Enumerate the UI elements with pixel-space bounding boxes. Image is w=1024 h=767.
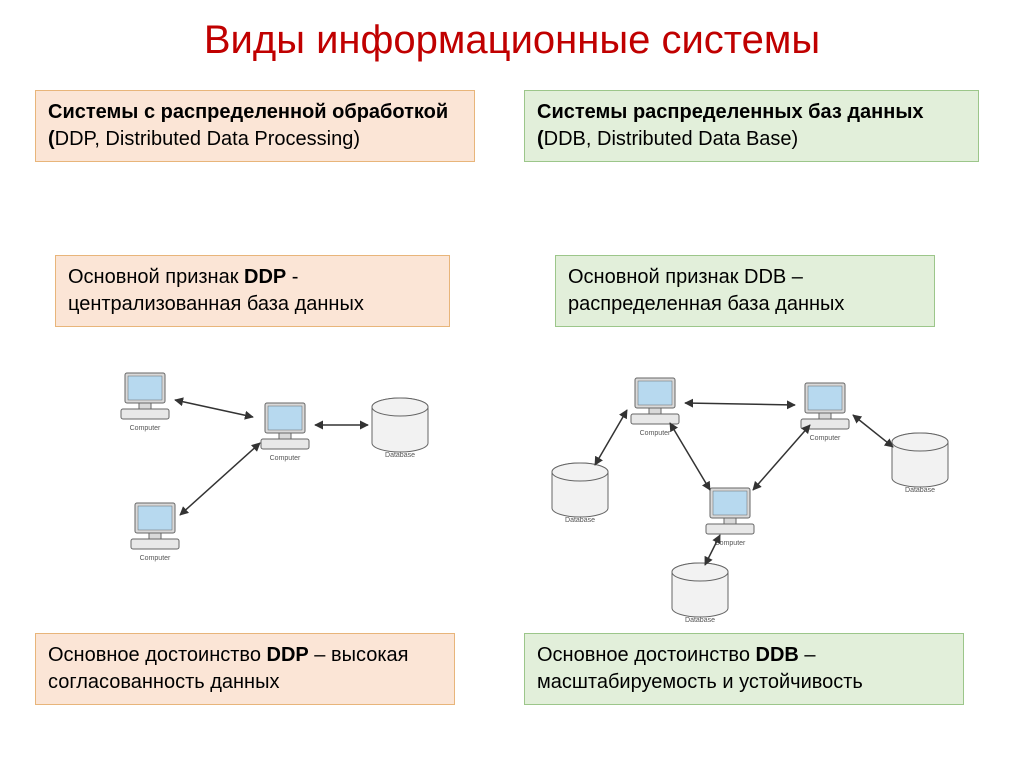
ddp-adv-pre: Основное достоинство bbox=[48, 644, 267, 666]
ddb-feature-text: Основной признак DDB – распределенная ба… bbox=[568, 266, 844, 315]
ddb-adv-bold: DDB bbox=[756, 644, 799, 666]
computer-label: Computer bbox=[715, 540, 746, 547]
computer-label: Computer bbox=[640, 430, 671, 437]
ddb-header-card: Системы распределенных баз данных (DDB, … bbox=[524, 90, 979, 162]
ddp-adv-bold: DDP bbox=[267, 644, 309, 666]
ddp-feature-card: Основной признак DDP - централизованная … bbox=[55, 255, 450, 327]
database-label: Database bbox=[685, 617, 715, 624]
computer-label: Computer bbox=[270, 455, 301, 462]
ddp-diagram: Computer Computer Computer Database bbox=[85, 355, 465, 605]
computer-label: Computer bbox=[140, 555, 171, 562]
ddb-feature-card: Основной признак DDB – распределенная ба… bbox=[555, 255, 935, 327]
ddp-header-card: Системы с распределенной обработкой (DDP… bbox=[35, 90, 475, 162]
ddb-adv-pre: Основное достоинство bbox=[537, 644, 756, 666]
database-label: Database bbox=[385, 452, 415, 459]
ddb-diagram: Computer Computer Computer Database Data… bbox=[525, 355, 965, 625]
database-label: Database bbox=[905, 487, 935, 494]
ddb-header-plain: DDB, Distributed Data Base) bbox=[544, 128, 799, 150]
database-label: Database bbox=[565, 517, 595, 524]
ddp-feature-pre: Основной признак bbox=[68, 266, 244, 288]
computer-label: Computer bbox=[810, 435, 841, 442]
ddp-feature-bold: DDP bbox=[244, 266, 286, 288]
computer-label: Computer bbox=[130, 425, 161, 432]
ddp-advantage-card: Основное достоинство DDP – высокая согла… bbox=[35, 633, 455, 705]
ddp-header-plain: DDP, Distributed Data Processing) bbox=[55, 128, 360, 150]
page-title: Виды информационные системы bbox=[0, 0, 1024, 63]
ddb-advantage-card: Основное достоинство DDB – масштабируемо… bbox=[524, 633, 964, 705]
